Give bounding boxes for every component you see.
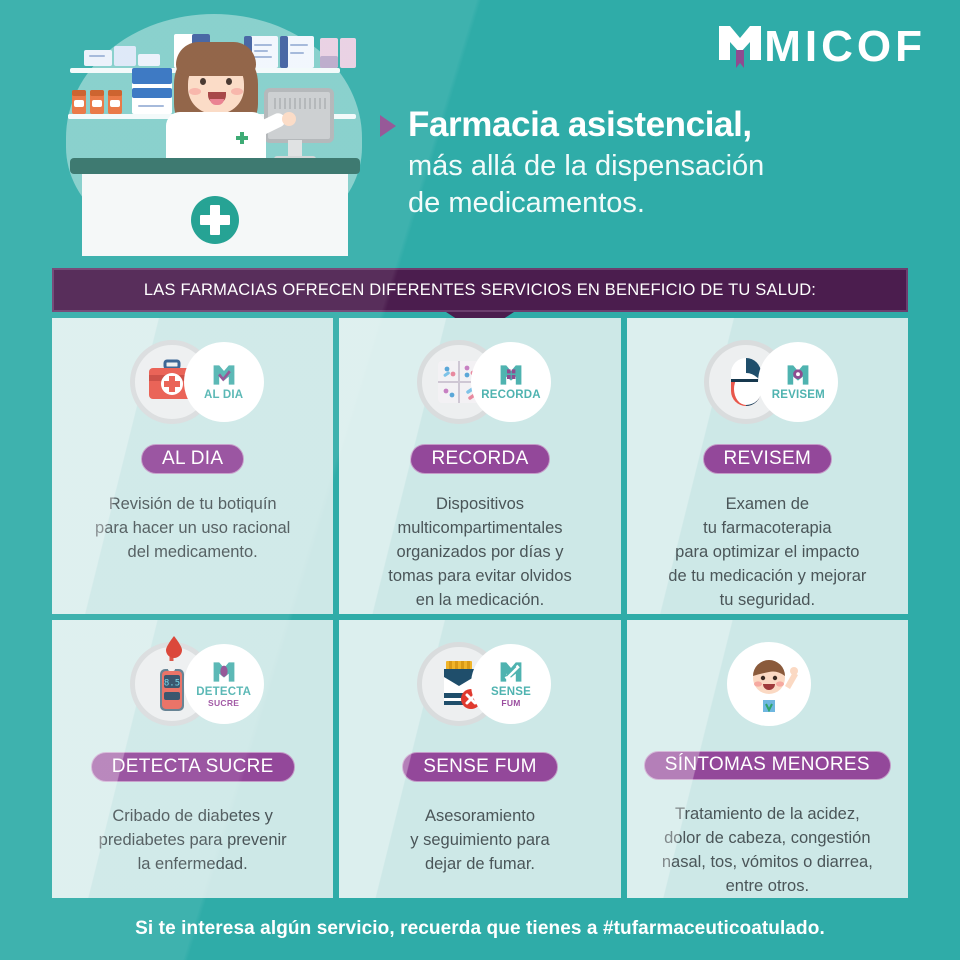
bottle-cap (90, 90, 104, 96)
service-card-sense-fum[interactable]: SENSE FUM SENSE FUM Asesoramiento y segu… (339, 620, 621, 898)
bottle-cap (108, 90, 122, 96)
pharmacy-counter (70, 158, 360, 256)
shelf-box (138, 54, 160, 66)
service-badge[interactable]: AL DIA (141, 444, 245, 474)
service-badge-label: SENSE FUM (423, 756, 537, 777)
service-description: Asesoramiento y seguimiento para dejar d… (410, 807, 550, 873)
service-badge[interactable]: SÍNTOMAS MENORES (643, 750, 891, 780)
services-grid: AL DIA AL DIA Revisión de tu botiquín pa… (52, 318, 908, 898)
shelf-box-line (290, 44, 308, 46)
bottle-label (92, 100, 102, 107)
micof-logo: MICOF (719, 22, 926, 72)
service-badge-label: RECORDA (431, 448, 529, 469)
shelf-box-accent (280, 36, 288, 68)
icon-cluster: REVISEM (662, 340, 872, 424)
shelf-box (84, 50, 112, 66)
service-badge[interactable]: REVISEM (702, 444, 833, 474)
pharmacist-avatar-icon (727, 642, 812, 726)
brand-circle-revisem: REVISEM (758, 342, 839, 422)
services-banner: LAS FARMACIAS OFRECEN DIFERENTES SERVICI… (52, 268, 908, 334)
footer-text: Si te interesa algún servicio, recuerda … (135, 918, 825, 939)
brand-name: REVISEM (771, 389, 825, 401)
service-description: Examen de tu farmacoterapia para optimiz… (668, 495, 867, 609)
shelf-box-line (254, 50, 268, 52)
service-description: Revisión de tu botiquín para hacer un us… (94, 495, 291, 561)
coat-cross-icon (236, 132, 248, 144)
brand-sub: SUCRE (208, 698, 240, 708)
icon-cluster: SENSE FUM (375, 642, 585, 726)
service-badge-label: SÍNTOMAS MENORES (664, 754, 870, 776)
shelf-box-line (254, 44, 272, 46)
brand-circle-al-dia: AL DIA (183, 342, 264, 422)
micof-m-brandmark-icon (500, 662, 522, 682)
shelf-box-accent (132, 88, 172, 98)
blood-drop-icon (165, 636, 182, 658)
service-badge-label: DETECTA SUCRE (111, 756, 274, 777)
page-subtitle: más allá de la dispensación de medicamen… (408, 150, 765, 219)
brand-name: DETECTA (196, 686, 252, 698)
bottle-label (110, 100, 120, 107)
shelf-box-line (138, 105, 164, 107)
service-card-al-dia[interactable]: AL DIA AL DIA Revisión de tu botiquín pa… (52, 318, 334, 614)
shelf-box (320, 56, 338, 68)
service-card-sintomas-menores[interactable]: SÍNTOMAS MENORES Tratamiento de la acide… (626, 620, 908, 898)
shelf-box (340, 38, 356, 68)
header: MICOF Farmacia asistencial, más allá de … (0, 0, 960, 262)
icon-cluster: 8.5 DETECTA SUCRE (88, 636, 298, 726)
bottle-label (74, 100, 84, 107)
service-description: Tratamiento de la acidez, dolor de cabez… (661, 805, 873, 895)
service-card-revisem[interactable]: REVISEM REVISEM Examen de tu farmacotera… (626, 318, 908, 614)
micof-m-brandmark-icon (213, 662, 235, 682)
cross-icon (191, 196, 239, 244)
brand-circle-recorda: RECORDA (470, 342, 551, 422)
service-badge[interactable]: RECORDA (410, 444, 550, 474)
footer: Si te interesa algún servicio, recuerda … (0, 898, 960, 960)
service-description: Cribado de diabetes y prediabetes para p… (98, 807, 287, 873)
brand-name: AL DIA (203, 389, 244, 401)
pharmacist-character (160, 34, 296, 174)
service-badge-label: REVISEM (723, 448, 812, 469)
micof-wordmark: MICOF (764, 22, 926, 71)
service-badge-label: AL DIA (162, 448, 224, 469)
icon-cluster: AL DIA (88, 340, 298, 424)
headline-block: Farmacia asistencial, más allá de la dis… (380, 104, 920, 222)
brand-name: SENSE (490, 686, 531, 698)
micof-m-icon (719, 22, 762, 72)
pharmacy-illustration (48, 6, 378, 256)
icon-cluster (662, 642, 872, 726)
micof-m-brandmark-icon (213, 365, 235, 385)
micof-m-brandmark-icon (787, 365, 809, 385)
shelf-box-line (254, 56, 272, 58)
shelf-box-line (89, 55, 105, 57)
service-card-recorda[interactable]: RECORDA RECORDA Dispositivos multicompar… (339, 318, 621, 614)
micof-m-brandmark-icon (500, 365, 522, 385)
icon-cluster: RECORDA (375, 340, 585, 424)
service-description: Dispositivos multicompartimentales organ… (388, 495, 572, 609)
brand-name: RECORDA (481, 389, 541, 401)
bottle-cap (72, 90, 86, 96)
triangle-bullet-icon (380, 115, 396, 137)
glucose-value: 8.5 (164, 679, 180, 689)
service-badge[interactable]: SENSE FUM (402, 752, 558, 782)
brand-circle-detecta: DETECTA SUCRE (183, 644, 264, 724)
brand-sub: FUM (501, 698, 521, 708)
service-badge[interactable]: DETECTA SUCRE (90, 752, 295, 782)
service-card-detecta-sucre[interactable]: 8.5 DETECTA SUCRE (52, 620, 334, 898)
banner-text: LAS FARMACIAS OFRECEN DIFERENTES SERVICI… (143, 280, 817, 299)
page-title: Farmacia asistencial, (408, 105, 752, 144)
shelf-box-line (290, 52, 304, 54)
shelf-box-accent (132, 68, 172, 84)
brand-circle-sense-fum: SENSE FUM (470, 644, 551, 724)
shelf-box (114, 46, 136, 66)
